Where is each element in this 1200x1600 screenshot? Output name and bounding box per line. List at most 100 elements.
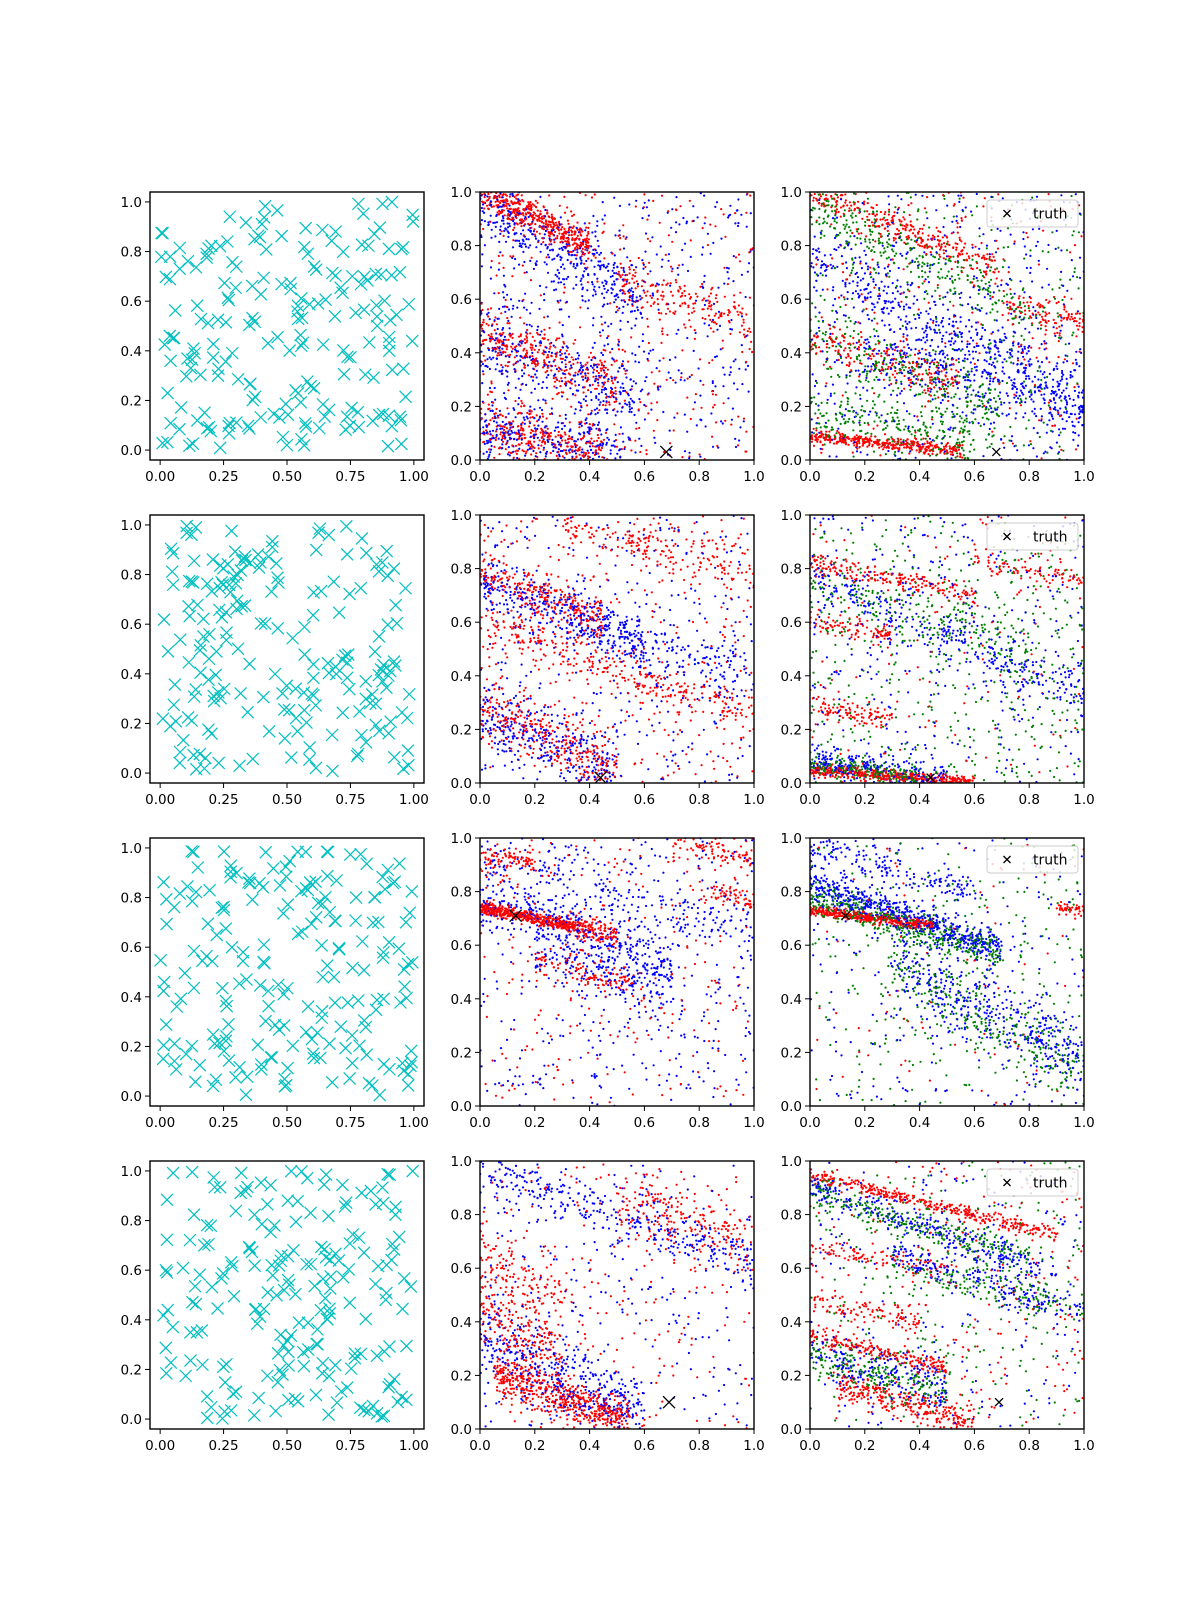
green-particle [928, 454, 932, 457]
blue-particle [883, 306, 886, 309]
sample-point [309, 263, 323, 277]
green-particle [966, 278, 969, 282]
red-particle [568, 421, 571, 424]
blue-particle [490, 228, 493, 231]
blue-particle [495, 433, 498, 436]
blue-particle [957, 348, 961, 351]
red-particle [581, 253, 584, 256]
sample-point [179, 369, 193, 383]
blue-particle [1017, 350, 1020, 353]
blue-particle [572, 262, 575, 266]
red-particle [547, 435, 550, 438]
red-particle [599, 334, 602, 337]
blue-particle [500, 372, 503, 376]
green-particle [917, 208, 920, 211]
blue-particle [901, 349, 904, 352]
blue-particle [744, 368, 747, 371]
red-particle [502, 199, 506, 202]
red-particle [530, 443, 533, 446]
blue-particle [587, 299, 590, 302]
blue-particle [828, 324, 832, 327]
blue-particle [616, 410, 619, 413]
red-particle [1058, 334, 1061, 337]
blue-particle [588, 429, 591, 432]
red-particle [593, 193, 596, 196]
blue-particle [920, 363, 923, 366]
red-particle [522, 214, 525, 217]
red-particle [527, 374, 531, 377]
green-particle [874, 360, 877, 363]
sample-point [393, 410, 407, 424]
red-particle [584, 243, 588, 246]
green-particle [884, 250, 887, 253]
green-particle [959, 349, 962, 352]
red-particle [614, 439, 618, 442]
blue-particle [553, 257, 556, 260]
red-particle [572, 213, 576, 216]
blue-particle [940, 349, 943, 352]
x-tick-label: 1.0 [743, 469, 764, 485]
red-particle [571, 457, 574, 460]
blue-particle [621, 311, 624, 314]
sample-point [181, 254, 195, 268]
red-particle [559, 434, 562, 437]
blue-particle [867, 357, 870, 360]
red-particle [709, 292, 713, 295]
blue-particle [507, 319, 510, 322]
red-particle [564, 376, 567, 379]
green-particle [866, 245, 869, 248]
green-particle [1031, 196, 1034, 199]
sample-point [248, 315, 262, 329]
red-particle [586, 404, 589, 407]
red-particle [572, 358, 575, 361]
blue-particle [481, 382, 484, 385]
blue-particle [862, 386, 865, 389]
red-particle [528, 211, 531, 214]
red-particle [519, 344, 522, 347]
sample-point [185, 353, 199, 367]
green-particle [895, 412, 898, 415]
blue-particle [1067, 394, 1071, 397]
sample-point [307, 381, 321, 395]
blue-particle [711, 380, 714, 383]
red-particle [487, 207, 490, 210]
red-particle [814, 342, 817, 345]
blue-particle [496, 327, 499, 331]
blue-particle [604, 321, 607, 324]
red-particle [619, 237, 622, 240]
red-particle [810, 345, 813, 348]
blue-particle [593, 273, 596, 276]
sample-point [275, 277, 288, 291]
sample-point [163, 272, 177, 286]
blue-particle [1020, 382, 1023, 386]
blue-particle [510, 429, 513, 433]
blue-particle [668, 429, 671, 432]
green-particle [989, 311, 992, 314]
red-particle [511, 347, 514, 350]
blue-particle [744, 295, 747, 299]
blue-particle [573, 450, 576, 453]
red-particle [680, 376, 683, 379]
red-particle [734, 307, 737, 310]
red-particle [712, 330, 715, 333]
red-particle [538, 348, 541, 351]
blue-particle [619, 456, 622, 459]
blue-particle [941, 353, 945, 356]
blue-particle [501, 443, 504, 446]
red-particle [743, 328, 746, 331]
red-particle [877, 342, 880, 345]
blue-particle [739, 426, 742, 429]
blue-particle [558, 308, 561, 311]
red-particle [546, 427, 549, 430]
red-particle [646, 218, 649, 221]
sample-point [294, 339, 308, 353]
blue-particle [906, 334, 909, 337]
green-particle [838, 405, 842, 409]
blue-particle [911, 260, 914, 263]
sample-point [158, 338, 172, 352]
green-particle [1029, 249, 1032, 252]
blue-particle [729, 213, 732, 216]
red-particle [1073, 317, 1076, 320]
red-particle [558, 414, 562, 417]
blue-particle [490, 203, 493, 206]
